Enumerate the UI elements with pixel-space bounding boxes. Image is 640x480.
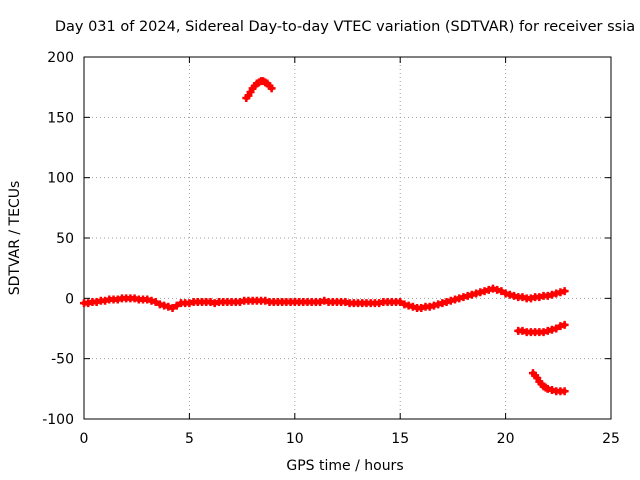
series-lower-track-2 [529, 369, 569, 396]
y-tick-label: 50 [56, 231, 74, 247]
series-lower-track-1 [514, 320, 569, 337]
x-tick-label: 5 [185, 431, 194, 447]
data-point [560, 320, 569, 329]
x-ticks: 0 5 10 15 20 25 [80, 57, 620, 447]
x-tick-label: 0 [80, 431, 89, 447]
y-tick-label: 100 [47, 171, 74, 187]
x-tick-label: 10 [286, 431, 304, 447]
series-upper-arc [242, 77, 276, 103]
data-point [560, 287, 569, 296]
y-tick-label: 0 [65, 291, 74, 307]
plot-frame [83, 56, 612, 420]
x-tick-label: 25 [602, 431, 620, 447]
grid [84, 57, 611, 419]
data-point [267, 84, 276, 93]
y-tick-label: -100 [42, 412, 74, 428]
series-main-track [80, 284, 569, 312]
chart-title: Day 031 of 2024, Sidereal Day-to-day VTE… [55, 19, 635, 35]
data-points [80, 77, 569, 396]
y-axis-label: SDTVAR / TECUs [7, 181, 23, 296]
x-axis-label: GPS time / hours [286, 458, 403, 474]
y-tick-label: 200 [47, 50, 74, 66]
y-tick-label: -50 [51, 352, 74, 368]
x-tick-label: 15 [391, 431, 409, 447]
x-tick-label: 20 [497, 431, 515, 447]
data-point [560, 387, 569, 396]
y-ticks: -100 -50 0 50 100 150 200 [42, 50, 611, 428]
y-tick-label: 150 [47, 110, 74, 126]
